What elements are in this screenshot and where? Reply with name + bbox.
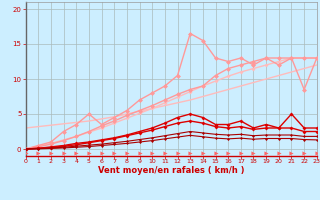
X-axis label: Vent moyen/en rafales ( km/h ): Vent moyen/en rafales ( km/h ) [98, 166, 244, 175]
